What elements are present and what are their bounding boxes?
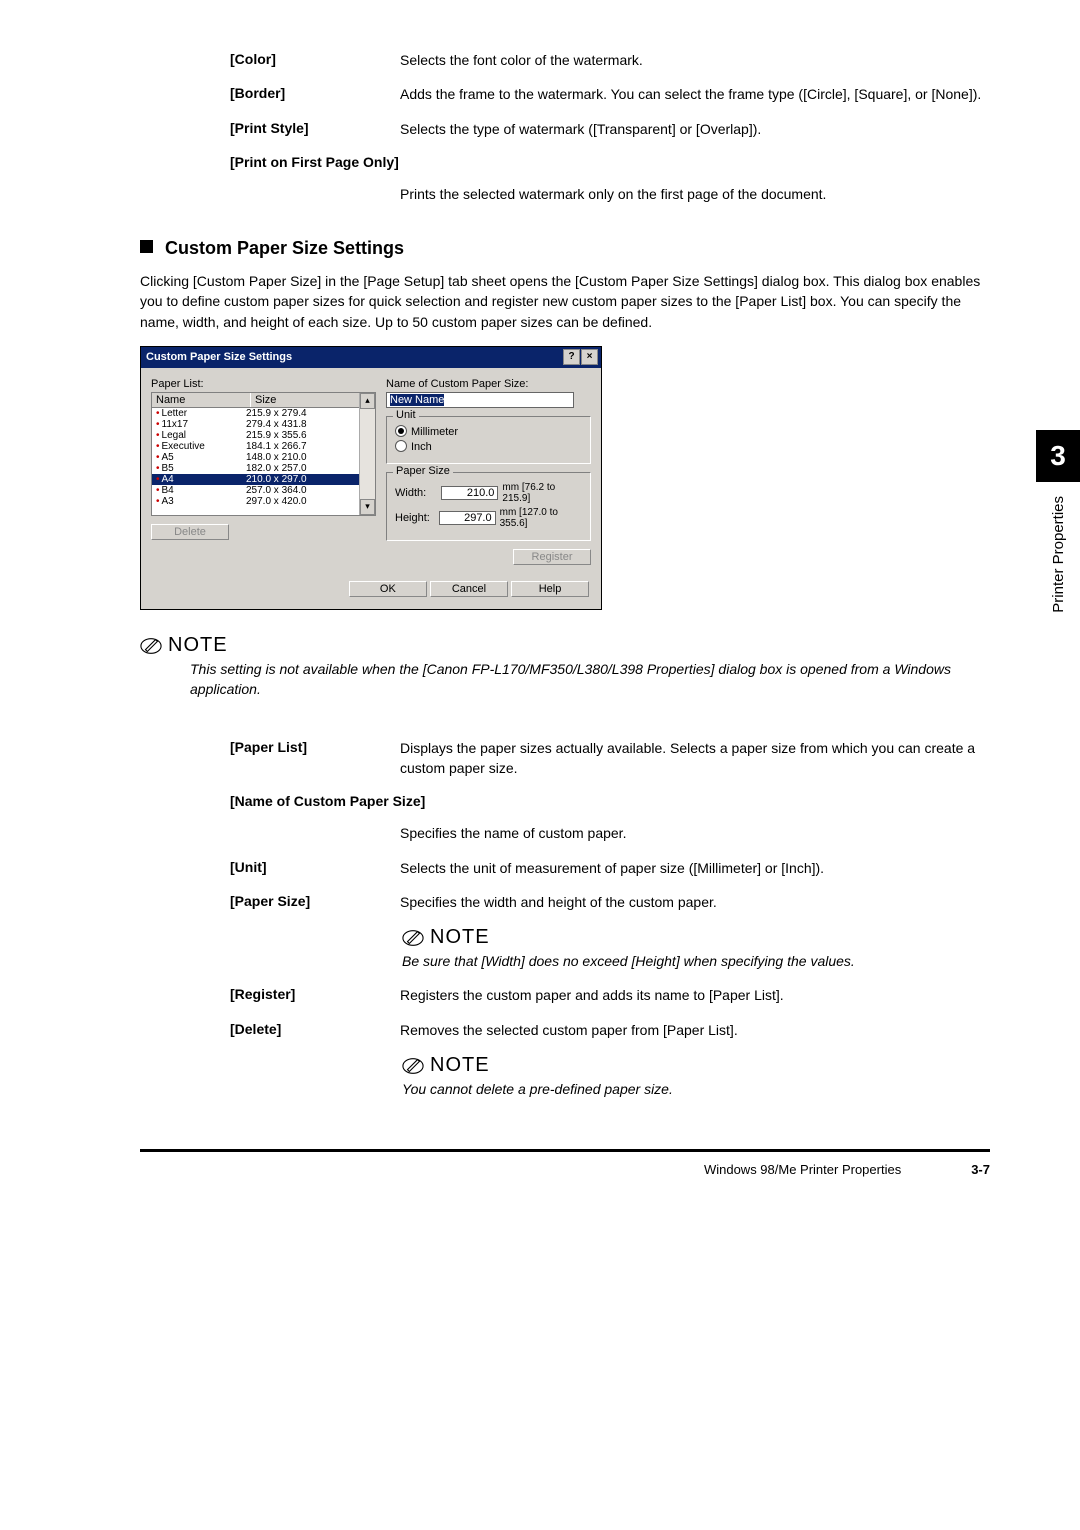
note-body: This setting is not available when the […	[190, 659, 990, 700]
delete-button[interactable]: Delete	[151, 524, 229, 540]
def-term: [Print on First Page Only]	[230, 153, 400, 170]
def-term: [Unit]	[230, 858, 400, 875]
intro-paragraph: Clicking [Custom Paper Size] in the [Pag…	[140, 271, 990, 332]
unit-fieldset: Unit Millimeter Inch	[386, 416, 591, 464]
def-term: [Register]	[230, 985, 400, 1002]
page-number: 3-7	[971, 1162, 990, 1177]
def-term: [Delete]	[230, 1020, 400, 1037]
side-tab: 3 Printer Properties	[1036, 430, 1080, 613]
list-item[interactable]: •A3297.0 x 420.0	[152, 496, 375, 507]
scrollbar[interactable]: ▴ ▾	[359, 393, 375, 515]
list-item[interactable]: •B4257.0 x 364.0	[152, 485, 375, 496]
list-item[interactable]: •Letter215.9 x 279.4	[152, 408, 375, 419]
def-term: [Border]	[230, 84, 400, 101]
list-item[interactable]: •B5182.0 x 257.0	[152, 463, 375, 474]
help-icon[interactable]: ?	[563, 349, 580, 365]
def-desc: Registers the custom paper and adds its …	[400, 985, 990, 1005]
square-bullet-icon	[140, 240, 153, 253]
paper-list-label: Paper List:	[151, 378, 376, 390]
dialog-screenshot: Custom Paper Size Settings ?× Paper List…	[140, 346, 602, 610]
list-item[interactable]: •A5148.0 x 210.0	[152, 452, 375, 463]
paper-size-fieldset: Paper Size Width: 210.0 mm [76.2 to 215.…	[386, 472, 591, 541]
note-pencil-icon	[140, 635, 162, 657]
def-desc: Selects the font color of the watermark.	[400, 50, 990, 70]
note-body: Be sure that [Width] does no exceed [Hei…	[402, 951, 990, 971]
scroll-up-icon[interactable]: ▴	[360, 393, 375, 409]
lower-definition-table: [Paper List] Displays the paper sizes ac…	[230, 738, 990, 912]
cancel-button[interactable]: Cancel	[430, 581, 508, 597]
list-item[interactable]: •Legal215.9 x 355.6	[152, 430, 375, 441]
height-input[interactable]: 297.0	[439, 511, 495, 525]
radio-inch[interactable]	[395, 440, 407, 452]
height-label: Height:	[395, 512, 439, 524]
top-definition-table: [Color] Selects the font color of the wa…	[230, 50, 990, 204]
def-desc: Adds the frame to the watermark. You can…	[400, 84, 990, 104]
page-footer: Windows 98/Me Printer Properties 3-7	[140, 1149, 990, 1177]
def-desc: Displays the paper sizes actually availa…	[400, 738, 990, 779]
col-name: Name	[152, 393, 251, 407]
close-icon[interactable]: ×	[581, 349, 598, 365]
chapter-number: 3	[1036, 430, 1080, 482]
def-desc: Specifies the name of custom paper.	[400, 823, 990, 843]
list-item[interactable]: •A4210.0 x 297.0	[152, 474, 375, 485]
name-label: Name of Custom Paper Size:	[386, 378, 591, 390]
col-size: Size	[251, 393, 375, 407]
height-hint: mm [127.0 to 355.6]	[500, 507, 582, 529]
def-desc: Selects the type of watermark ([Transpar…	[400, 119, 990, 139]
def-desc: Selects the unit of measurement of paper…	[400, 858, 990, 878]
unit-legend: Unit	[393, 409, 419, 421]
note-block: NOTE You cannot delete a pre-defined pap…	[402, 1054, 990, 1099]
name-input[interactable]: New Name	[386, 392, 574, 408]
help-button[interactable]: Help	[511, 581, 589, 597]
note-block: NOTE This setting is not available when …	[140, 634, 990, 700]
def-desc: Removes the selected custom paper from […	[400, 1020, 990, 1040]
lower-definition-table-3: [Register] Registers the custom paper an…	[230, 985, 990, 1040]
dialog-title: Custom Paper Size Settings	[146, 351, 292, 363]
def-desc: Prints the selected watermark only on th…	[400, 184, 990, 204]
def-term: [Paper Size]	[230, 892, 400, 909]
width-label: Width:	[395, 487, 441, 499]
def-desc: Specifies the width and height of the cu…	[400, 892, 990, 912]
footer-text: Windows 98/Me Printer Properties	[704, 1162, 901, 1177]
note-block: NOTE Be sure that [Width] does no exceed…	[402, 926, 990, 971]
radio-millimeter[interactable]	[395, 425, 407, 437]
paper-list[interactable]: Name Size •Letter215.9 x 279.4•11x17279.…	[151, 392, 376, 516]
register-button[interactable]: Register	[513, 549, 591, 565]
note-pencil-icon	[402, 1055, 424, 1077]
note-pencil-icon	[402, 927, 424, 949]
ok-button[interactable]: OK	[349, 581, 427, 597]
chapter-title: Printer Properties	[1050, 496, 1067, 613]
scroll-down-icon[interactable]: ▾	[360, 499, 375, 515]
note-label: NOTE	[168, 634, 228, 657]
def-term: [Print Style]	[230, 119, 400, 136]
def-term: [Color]	[230, 50, 400, 67]
list-item[interactable]: •11x17279.4 x 431.8	[152, 419, 375, 430]
def-term: [Name of Custom Paper Size]	[230, 792, 425, 809]
def-term: [Paper List]	[230, 738, 400, 755]
note-label: NOTE	[430, 926, 490, 949]
list-item[interactable]: •Executive184.1 x 266.7	[152, 441, 375, 452]
width-hint: mm [76.2 to 215.9]	[502, 482, 582, 504]
note-label: NOTE	[430, 1054, 490, 1077]
paper-size-legend: Paper Size	[393, 465, 453, 477]
note-body: You cannot delete a pre-defined paper si…	[402, 1079, 990, 1099]
section-heading: Custom Paper Size Settings	[140, 238, 990, 259]
width-input[interactable]: 210.0	[441, 486, 499, 500]
dialog-titlebar: Custom Paper Size Settings ?×	[141, 347, 601, 368]
